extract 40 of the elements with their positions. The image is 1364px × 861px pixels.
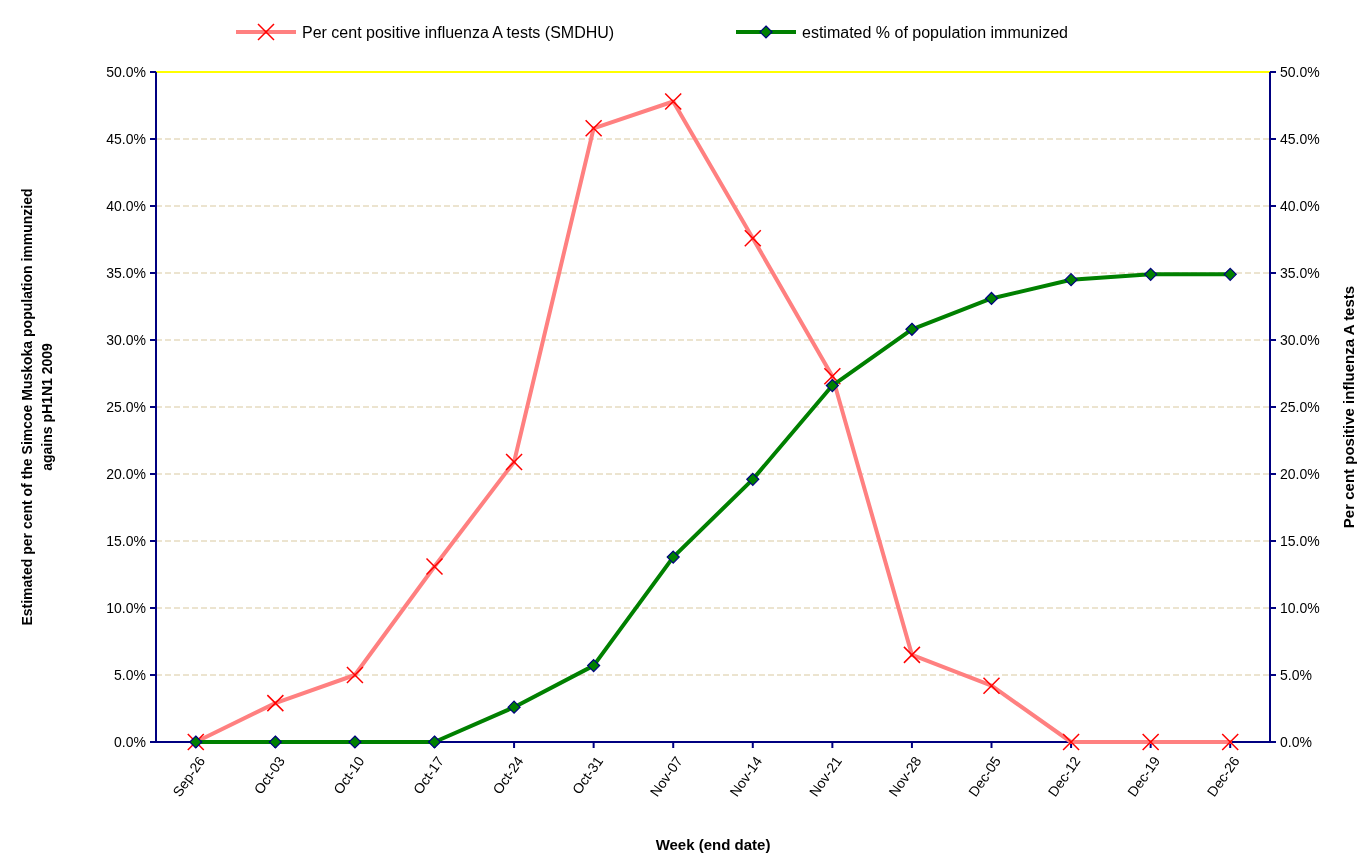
point: [984, 291, 999, 306]
y-tick-label: 10.0%: [106, 599, 146, 616]
y-tick-label: 45.0%: [106, 130, 146, 147]
y2-tick-label: 5.0%: [1280, 666, 1312, 683]
y-tick-label: 40.0%: [106, 197, 146, 214]
y2-axis-title: Per cent positive influenza A tests: [1340, 285, 1357, 529]
y2-tick-label: 0.0%: [1280, 733, 1312, 750]
point: [905, 322, 919, 336]
y2-tick-label: 30.0%: [1280, 331, 1320, 348]
y-tick-label: 5.0%: [114, 666, 146, 683]
y2-tick-label: 45.0%: [1280, 130, 1320, 147]
y2-tick-label: 20.0%: [1280, 465, 1320, 482]
y-tick-label: 0.0%: [114, 733, 146, 750]
point: [507, 700, 521, 714]
y2-tick-label: 50.0%: [1280, 63, 1320, 80]
y-tick-label: 30.0%: [106, 331, 146, 348]
point: [1144, 267, 1158, 281]
y2-tick-label: 10.0%: [1280, 599, 1320, 616]
y-tick-label: 15.0%: [106, 532, 146, 549]
y-tick-label: 20.0%: [106, 465, 146, 482]
point: [746, 472, 760, 486]
y-tick-label: 25.0%: [106, 398, 146, 415]
y2-tick-label: 40.0%: [1280, 197, 1320, 214]
point: [587, 659, 601, 673]
legend-label: estimated % of population immunized: [802, 23, 1068, 41]
x-axis-title: Week (end date): [655, 836, 771, 853]
point: [268, 735, 282, 749]
y-tick-label: 50.0%: [106, 63, 146, 80]
point: [666, 550, 680, 564]
point: [1064, 273, 1078, 287]
y2-tick-label: 35.0%: [1280, 264, 1320, 281]
y-axis-title: Estimated per cent of the Simcoe Muskoka population immunzied agains pH1N1 2009: [19, 188, 55, 626]
point: [348, 735, 362, 749]
point: [427, 735, 442, 749]
y-tick-label: 35.0%: [106, 264, 146, 281]
point: [1223, 267, 1237, 281]
legend-label: Per cent positive influenza A tests (SMDHU): [302, 23, 615, 41]
y2-tick-label: 25.0%: [1280, 398, 1320, 415]
point: [825, 378, 839, 393]
y2-tick-label: 15.0%: [1280, 532, 1320, 549]
